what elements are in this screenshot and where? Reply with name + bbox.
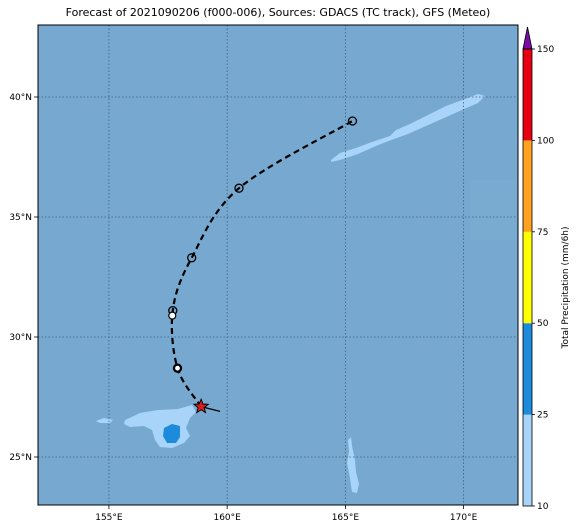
- colorbar-segment: [523, 414, 532, 506]
- lat-tick-label: 35°N: [9, 213, 32, 223]
- precip-area-small-east: [347, 437, 359, 493]
- lat-tick-label: 30°N: [9, 333, 32, 343]
- precip-area-northeast: [331, 94, 485, 162]
- map-title: Forecast of 2021090206 (f000-006), Sourc…: [65, 6, 491, 19]
- ocean-background: [38, 25, 518, 505]
- colorbar-segment: [523, 231, 532, 324]
- lon-tick-label: 170°E: [450, 513, 478, 523]
- colorbar-tick-label: 10: [537, 502, 549, 512]
- forecast-position-marker: [168, 311, 177, 320]
- colorbar-tick-label: 50: [537, 319, 549, 329]
- lat-tick-label: 40°N: [9, 93, 32, 103]
- precip-area-medium: [163, 424, 180, 443]
- lon-tick-label: 155°E: [95, 513, 123, 523]
- colorbar-tick-label: 75: [537, 228, 548, 238]
- colorbar-segment: [523, 49, 532, 141]
- storm-track: [168, 116, 358, 414]
- lon-tick-label: 165°E: [332, 513, 360, 523]
- current-position-star-icon: [192, 397, 210, 414]
- colorbar-label: Total Precipitation (mm/6h): [561, 226, 571, 349]
- colorbar-tick-label: 150: [537, 45, 554, 55]
- forecast-position-marker: [173, 364, 182, 372]
- forecast-position-marker: [172, 363, 183, 373]
- colorbar-border: [522, 48, 533, 507]
- forecast-position-marker: [187, 253, 197, 263]
- map-border: [37, 24, 519, 506]
- axis-ticks: 155°E 160°E 165°E 170°E 25°N 30°N 35°N 40°N: [9, 93, 477, 523]
- ocean-shading: [470, 180, 518, 240]
- colorbar-tick-label: 25: [537, 411, 548, 421]
- forecast-position-marker: [234, 183, 244, 193]
- colorbar: 10 25 50 75 100 150 Total Precipitation (mm/6h…: [522, 26, 571, 512]
- forecast-position-marker: [347, 116, 358, 126]
- colorbar-extend-arrow: [522, 26, 533, 50]
- colorbar-segment: [523, 323, 532, 415]
- colorbar-segment: [523, 140, 532, 232]
- colorbar-tick-label: 100: [537, 136, 554, 146]
- graticule: [38, 25, 518, 505]
- lat-tick-label: 25°N: [9, 453, 32, 463]
- lon-tick-label: 160°E: [213, 513, 241, 523]
- map-area: [38, 25, 518, 505]
